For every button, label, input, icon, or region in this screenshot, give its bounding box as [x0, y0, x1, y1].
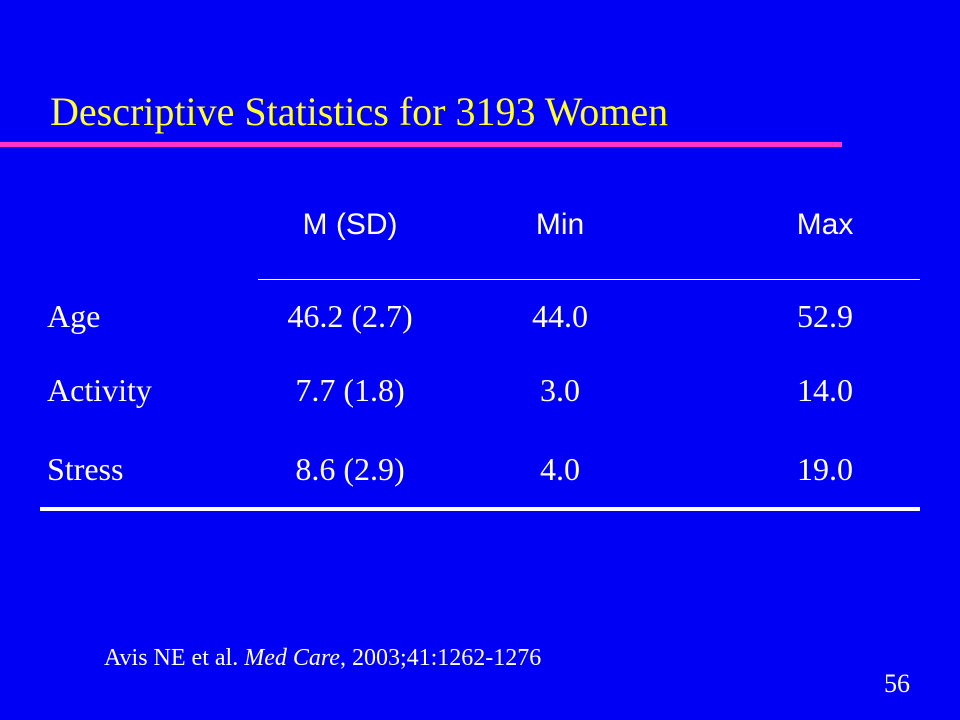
title-underline	[0, 142, 842, 147]
header-max: Max	[796, 208, 854, 241]
page-number: 56	[884, 669, 910, 698]
row-label-activity: Activity	[47, 372, 152, 408]
row-stress-min: 4.0	[540, 451, 580, 487]
row-age-min: 44.0	[532, 298, 588, 334]
table-bottom-rule	[40, 507, 920, 511]
citation-details: , 2003;41:1262-1276	[339, 645, 542, 671]
row-activity-min: 3.0	[540, 372, 580, 408]
header-min: Min	[535, 208, 585, 241]
row-age-msd: 46.2 (2.7)	[287, 298, 413, 334]
row-activity-msd: 7.7 (1.8)	[295, 372, 405, 408]
row-age-max: 52.9	[797, 298, 853, 334]
citation-authors: Avis NE et al.	[104, 645, 245, 671]
row-label-stress: Stress	[47, 451, 124, 487]
slide-title: Descriptive Statistics for 3193 Women	[50, 89, 669, 134]
citation-journal: Med Care	[244, 645, 340, 671]
row-stress-max: 19.0	[797, 451, 853, 487]
row-activity-max: 14.0	[797, 372, 853, 408]
header-rule	[258, 279, 920, 280]
header-msd: M (SD)	[302, 208, 398, 241]
row-stress-msd: 8.6 (2.9)	[295, 451, 405, 487]
row-label-age: Age	[47, 298, 101, 334]
citation: Avis NE et al. Med Care, 2003;41:1262-12…	[104, 642, 541, 674]
